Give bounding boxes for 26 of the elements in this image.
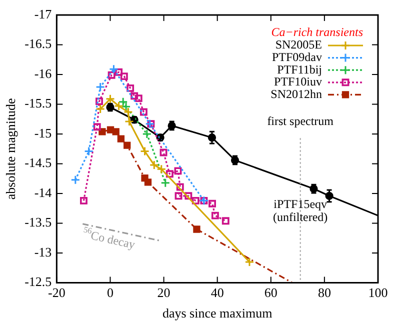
y-tick-label: -15.5 — [24, 96, 52, 111]
legend-label: PTF10iuv — [274, 74, 322, 89]
annotation: iPTF15eqv (unfiltered) — [273, 197, 328, 224]
legend-label: SN2012hn — [270, 86, 322, 101]
legend-label: SN2005E — [275, 38, 322, 52]
ref-line-label: first spectrum — [267, 114, 334, 128]
y-tick-label: -13.5 — [24, 214, 52, 230]
y-tick-label: -16.5 — [24, 36, 52, 52]
x-tick-label: 0 — [106, 285, 114, 300]
legend-label: PTF11bij — [277, 62, 322, 76]
x-tick-label: 60 — [264, 285, 278, 300]
x-tick-label: 40 — [210, 285, 224, 300]
x-tick-label: 20 — [157, 285, 170, 300]
x-tick-label: 100 — [368, 285, 388, 300]
y-axis-title: absolute magnitude — [3, 98, 18, 200]
x-tick-label: 80 — [318, 285, 331, 300]
y-tick-label: -14 — [34, 184, 52, 200]
legend-label: PTF09dav — [272, 50, 322, 64]
y-tick-label: -15 — [34, 125, 52, 140]
x-axis-title: days since maximum — [162, 306, 272, 321]
y-tick-label: -14.5 — [24, 155, 52, 170]
annotation: 56Co decay — [82, 225, 136, 252]
legend-title: Ca−rich transients — [271, 25, 364, 40]
y-tick-label: -16 — [34, 66, 52, 81]
y-tick-label: -17 — [34, 6, 52, 22]
y-tick-label: -13 — [34, 244, 52, 260]
